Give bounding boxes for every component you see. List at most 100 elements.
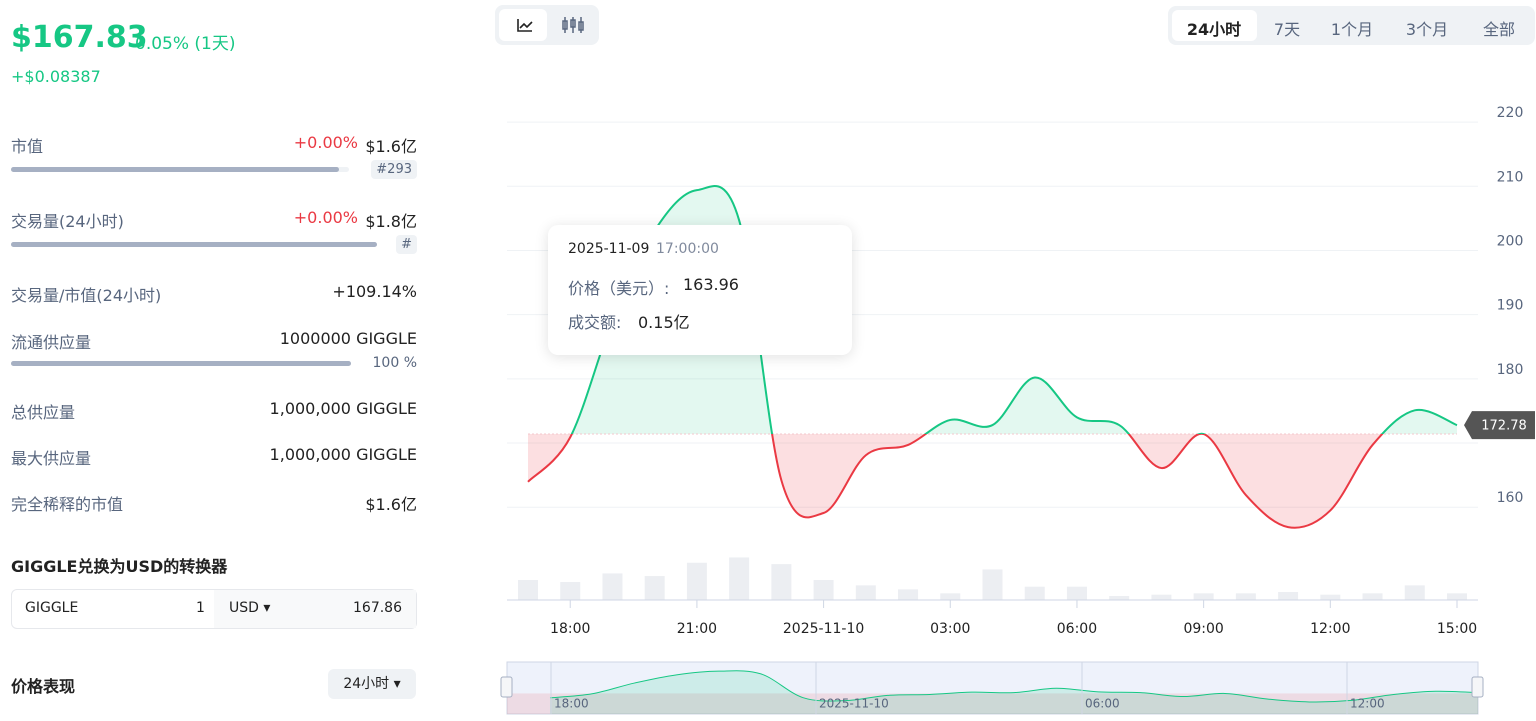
rank: #293 [371,160,417,179]
stat-value: $1.6亿 [365,495,417,514]
volume-bar [1235,593,1256,600]
stat-label: 总供应量 [11,403,76,422]
converter-to-box [214,590,416,628]
volume-bar [855,585,876,600]
stat-label: 最大供应量 [11,449,92,468]
y-tick-label: 210 [1497,169,1524,185]
tab-active-bg [1172,10,1257,41]
candle-icon [562,17,584,33]
volume-bar [1024,586,1045,600]
x-tick-label: 06:00 [1057,621,1097,637]
volume-bar [771,564,792,600]
volume-bar [602,573,623,600]
range-tab[interactable]: 全部 [1482,20,1515,39]
stat-label: 完全稀释的市值 [11,495,124,514]
rank: # [396,235,417,254]
converter-result: 167.86 [353,600,402,616]
price-change-abs: +$0.08387 [11,67,101,86]
stat-value: 1,000,000 GIGGLE [269,445,417,464]
stat-value: $1.6亿 [365,137,417,156]
range-tab[interactable]: 7天 [1273,20,1301,39]
tooltip-date: 2025-11-09 [568,241,650,257]
range-tab[interactable]: 24小时 [1186,20,1242,39]
price: $167.83 [11,20,148,55]
x-tick-label: 18:00 [550,621,590,637]
volume-bar [1404,585,1425,600]
volume-bar [729,557,750,600]
navigator-label: 18:00 [554,697,589,711]
x-tick-label: 12:00 [1310,621,1350,637]
navigator-handle[interactable] [1471,676,1484,698]
volume-bar [1362,593,1383,600]
volume-bar [898,589,919,600]
converter-to[interactable]: USD ▾ [229,600,271,616]
performance-title: 价格表现 [11,677,76,696]
converter-amount[interactable]: 1 [196,600,205,616]
y-tick-label: 180 [1497,362,1524,378]
supply-percent: 100 % [372,355,417,371]
volume-bar [1066,586,1087,600]
navigator [506,661,1479,715]
last-price-tag [1464,411,1535,440]
x-tick-label: 21:00 [677,621,717,637]
tooltip-price: 163.96 [683,275,739,294]
y-tick-label: 200 [1497,233,1524,249]
stat-value: +109.14% [332,282,417,301]
stat-label: 交易量/市值(24小时) [11,286,162,305]
volume-bar [518,580,538,600]
tooltip-price-label: 价格（美元）: [568,279,670,298]
volume-bar [560,582,581,600]
volume-bar [1278,592,1299,600]
stat-value: $1.8亿 [365,212,417,231]
candle-mode-button[interactable] [551,9,595,41]
navigator-line [549,670,1479,703]
tooltip-volume: 0.15亿 [638,313,690,332]
y-tick-label: 160 [1497,490,1524,506]
navigator-label: 12:00 [1350,697,1385,711]
stat-value: 1,000,000 GIGGLE [269,399,417,418]
range-tab[interactable]: 1个月 [1330,20,1374,39]
x-tick-label: 2025-11-10 [783,621,864,637]
converter: GIGGLE 1 USD ▾ 167.86 [11,589,417,629]
chart-mode-switch [495,5,599,45]
volume-bar [982,569,1003,600]
price-line-up [570,185,1458,435]
navigator-handle[interactable] [500,676,513,698]
navigator-base [507,693,1478,714]
stat-label: 市值 [11,137,44,156]
progress-bar [11,167,349,172]
volume-bar [1109,596,1130,600]
volume-bar [813,580,834,600]
volume-bar [940,593,961,600]
tooltip-volume-label: 成交额: [568,313,622,332]
stat-value: 1000000 GIGGLE [279,329,417,348]
progress-bar [11,242,377,247]
converter-title: GIGGLE兑换为USD的转换器 [11,557,228,576]
x-tick-label: 09:00 [1183,621,1223,637]
converter-from-symbol: GIGGLE [25,600,79,616]
navigator-area [550,670,1478,714]
line-icon [517,19,533,32]
line-mode-button[interactable] [499,9,547,41]
volume-bar [686,562,707,600]
range-tab[interactable]: 3个月 [1405,20,1449,39]
y-tick-label: 220 [1497,105,1524,121]
performance-period[interactable]: 24小时 ▾ [328,669,416,699]
last-price-label: 172.78 [1481,419,1527,434]
price-line-down [527,434,1384,529]
volume-bar [1151,594,1172,600]
navigator-label: 2025-11-10 [819,697,889,711]
progress-bar [11,361,351,366]
x-tick-label: 15:00 [1437,621,1477,637]
stat-label: 交易量(24小时) [11,212,124,231]
area-down [528,434,1457,528]
x-tick-label: 03:00 [930,621,970,637]
stat-change: +0.00% [293,133,358,152]
volume-bar [1447,593,1467,600]
tooltip-time: 17:00:00 [656,241,719,257]
price-change: 0.05% (1天) [135,34,236,54]
y-tick-label: 190 [1497,298,1524,314]
volume-bar [1320,594,1341,600]
